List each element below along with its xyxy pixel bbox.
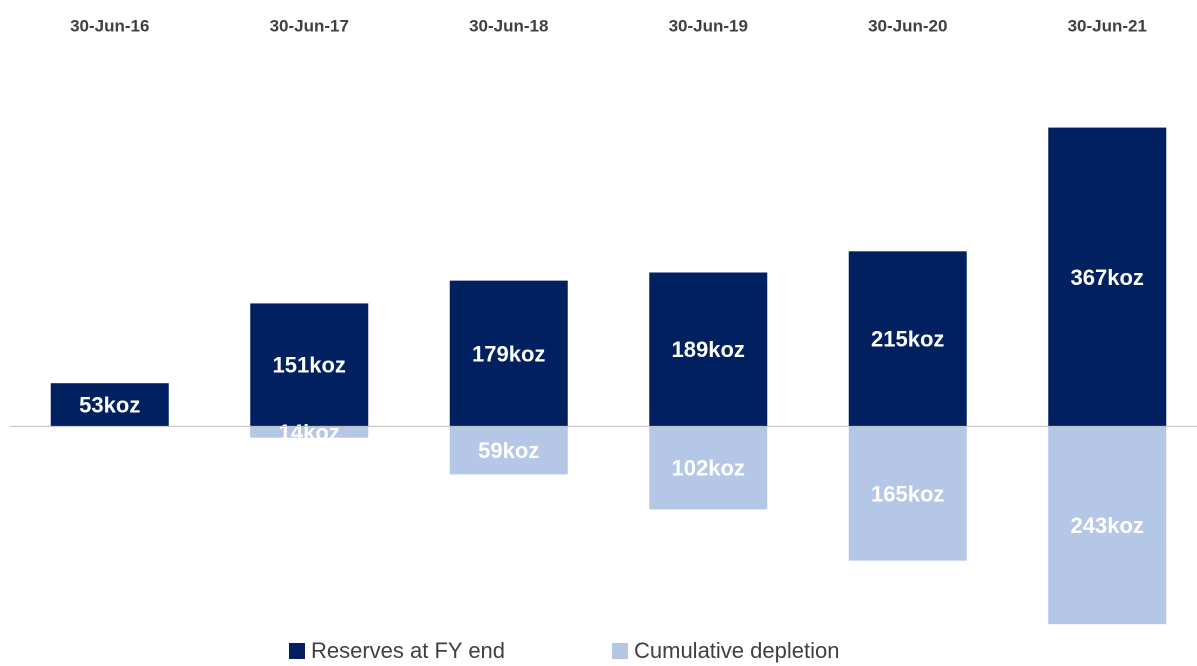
x-tick-label: 30-Jun-18 bbox=[469, 16, 548, 35]
legend-swatch bbox=[612, 643, 628, 659]
data-label: 102koz bbox=[672, 456, 745, 481]
data-label: 165koz bbox=[871, 481, 944, 506]
x-tick-label: 30-Jun-20 bbox=[868, 16, 947, 35]
x-tick-label: 30-Jun-17 bbox=[270, 16, 349, 35]
x-tick-label: 30-Jun-21 bbox=[1068, 16, 1147, 35]
legend-swatch bbox=[289, 643, 305, 659]
bar bbox=[449, 426, 568, 475]
bar bbox=[1048, 127, 1167, 427]
data-label: 14koz bbox=[279, 420, 340, 445]
bar bbox=[250, 303, 369, 427]
bar bbox=[649, 426, 768, 510]
bar bbox=[848, 251, 967, 427]
data-label: 179koz bbox=[472, 341, 545, 366]
bar bbox=[50, 383, 169, 427]
data-label: 243koz bbox=[1071, 513, 1144, 538]
bar bbox=[250, 426, 369, 438]
legend-label: Reserves at FY end bbox=[311, 638, 505, 663]
data-label: 215koz bbox=[871, 327, 944, 352]
data-label: 53koz bbox=[79, 393, 140, 418]
data-label: 59koz bbox=[478, 438, 539, 463]
data-label: 367koz bbox=[1071, 265, 1144, 290]
bar bbox=[649, 272, 768, 427]
bar bbox=[449, 280, 568, 427]
legend-label: Cumulative depletion bbox=[634, 638, 839, 663]
x-tick-label: 30-Jun-16 bbox=[70, 16, 149, 35]
x-tick-label: 30-Jun-19 bbox=[669, 16, 748, 35]
data-label: 189koz bbox=[672, 337, 745, 362]
bar bbox=[848, 426, 967, 561]
bar bbox=[1048, 426, 1167, 625]
data-label: 151koz bbox=[273, 353, 346, 378]
